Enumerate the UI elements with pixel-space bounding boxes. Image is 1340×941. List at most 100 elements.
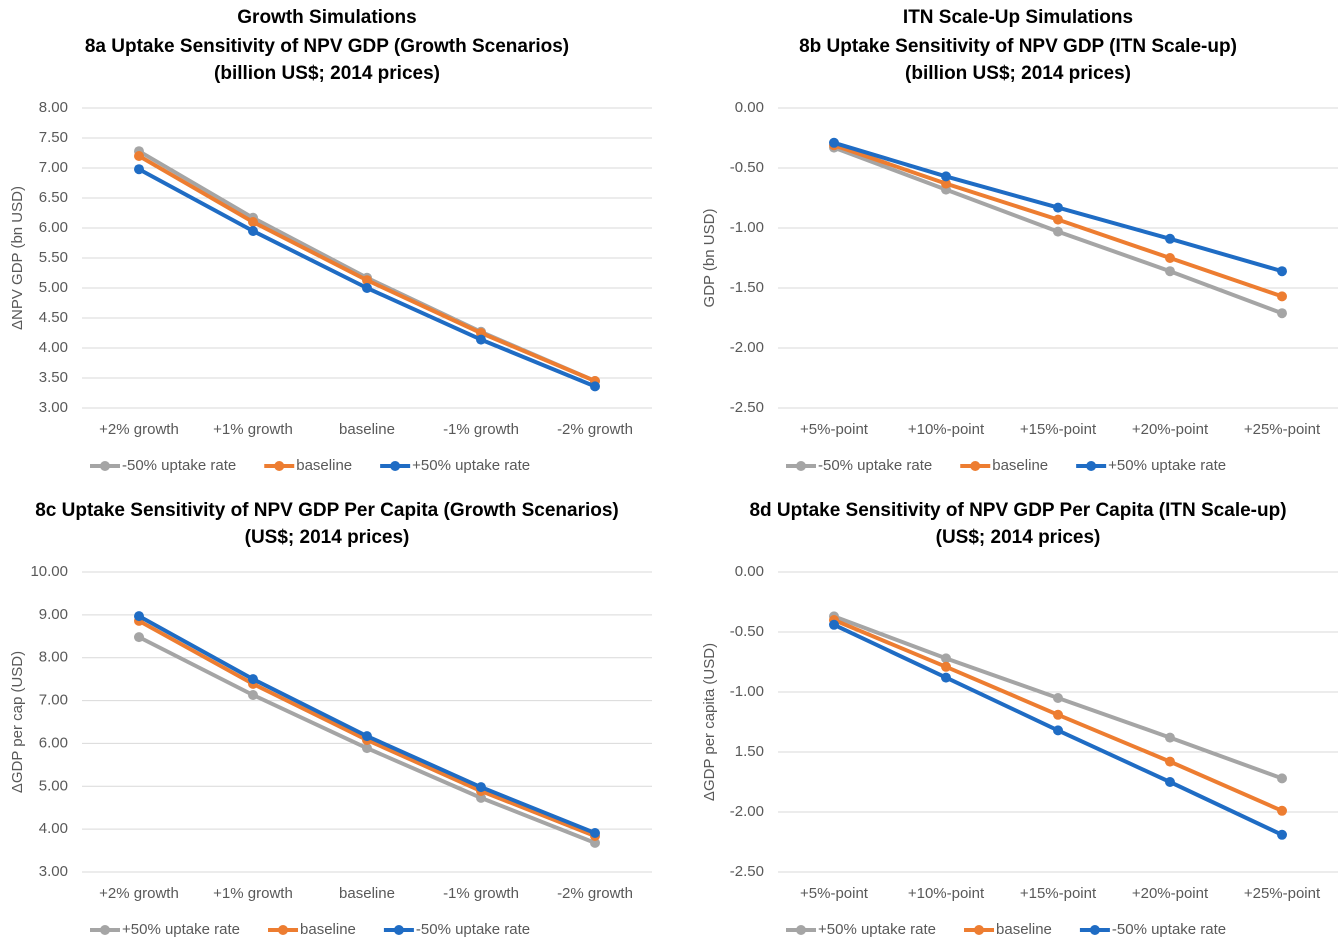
- data-point: [362, 731, 372, 742]
- y-tick-label: 9.00: [39, 606, 68, 623]
- data-point: [1277, 805, 1287, 816]
- y-tick-label: 5.00: [39, 279, 68, 296]
- data-point: [941, 672, 951, 683]
- x-tick-label: +2% growth: [99, 885, 179, 902]
- data-point: [1165, 233, 1175, 244]
- x-tick-label: +20%-point: [1132, 885, 1209, 902]
- x-tick-label: -1% growth: [443, 885, 519, 902]
- data-point: [590, 828, 600, 838]
- data-point: [829, 619, 839, 630]
- data-point: [362, 743, 372, 754]
- x-tick-label: +2% growth: [99, 421, 179, 438]
- data-point: [1053, 709, 1063, 720]
- y-tick-label: -0.50: [730, 159, 764, 176]
- legend-marker: [796, 461, 806, 471]
- x-tick-label: +25%-point: [1244, 885, 1321, 902]
- chart-title: (US$; 2014 prices): [245, 527, 410, 548]
- data-point: [1053, 202, 1063, 213]
- x-tick-label: +5%-point: [800, 885, 869, 902]
- y-tick-label: 1.50: [735, 743, 764, 760]
- y-tick-label: -2.00: [730, 339, 764, 356]
- y-tick-label: -1.50: [730, 279, 764, 296]
- y-tick-label: 8.00: [39, 649, 68, 666]
- data-point: [134, 151, 144, 161]
- y-tick-label: -0.50: [730, 623, 764, 640]
- data-point: [1165, 732, 1175, 743]
- chart-title: 8b Uptake Sensitivity of NPV GDP (ITN Sc…: [799, 36, 1237, 57]
- y-tick-label: -2.50: [730, 399, 764, 416]
- data-point: [1053, 725, 1063, 736]
- data-point: [1165, 756, 1175, 767]
- x-tick-label: +1% growth: [213, 421, 293, 438]
- legend-marker: [100, 925, 110, 935]
- legend-marker: [974, 925, 985, 935]
- y-axis-label: ΔNPV GDP (bn USD): [9, 186, 26, 330]
- x-tick-label: +25%-point: [1244, 421, 1321, 438]
- y-tick-label: 10.00: [30, 563, 68, 580]
- data-point: [941, 178, 951, 189]
- y-tick-label: 6.50: [39, 189, 68, 206]
- legend-marker: [1086, 461, 1097, 471]
- legend-marker: [100, 461, 110, 471]
- x-tick-label: -1% growth: [443, 421, 519, 438]
- y-tick-label: 4.50: [39, 309, 68, 326]
- series-line: [137, 149, 596, 383]
- legend-label: +50% uptake rate: [1108, 457, 1226, 474]
- y-tick-label: -2.50: [730, 863, 764, 880]
- legend-label: -50% uptake rate: [416, 921, 530, 938]
- data-point: [476, 334, 486, 345]
- y-tick-label: 0.00: [735, 563, 764, 580]
- data-point: [248, 226, 258, 236]
- x-tick-label: +1% growth: [213, 885, 293, 902]
- y-tick-label: 7.00: [39, 692, 68, 709]
- y-tick-label: -2.00: [730, 803, 764, 820]
- data-point: [941, 653, 951, 664]
- data-point: [1277, 829, 1287, 840]
- legend-label: baseline: [296, 457, 352, 474]
- legend-marker: [390, 461, 401, 471]
- x-tick-label: baseline: [339, 421, 395, 438]
- data-point: [941, 171, 951, 182]
- x-tick-label: +10%-point: [908, 421, 985, 438]
- data-point: [1053, 693, 1063, 703]
- data-point: [1165, 777, 1175, 787]
- y-tick-label: 5.00: [39, 777, 68, 794]
- chart-title: 8d Uptake Sensitivity of NPV GDP Per Cap…: [749, 500, 1286, 521]
- chart-title: 8a Uptake Sensitivity of NPV GDP (Growth…: [85, 36, 569, 57]
- data-point: [1165, 253, 1175, 263]
- chart-title: Growth Simulations: [237, 7, 416, 28]
- x-tick-label: +5%-point: [800, 421, 869, 438]
- y-tick-label: 8.00: [39, 99, 68, 116]
- y-tick-label: 7.50: [39, 129, 68, 146]
- data-point: [1053, 214, 1063, 225]
- series-line: [138, 614, 596, 835]
- y-tick-label: 3.00: [39, 399, 68, 416]
- legend-label: baseline: [996, 921, 1052, 938]
- legend-marker: [970, 461, 981, 471]
- x-tick-label: +10%-point: [908, 885, 985, 902]
- data-point: [941, 661, 951, 672]
- chart-title: 8c Uptake Sensitivity of NPV GDP Per Cap…: [35, 500, 619, 521]
- chart-title: ITN Scale-Up Simulations: [903, 7, 1133, 28]
- x-tick-label: +15%-point: [1020, 421, 1097, 438]
- chart-title: (billion US$; 2014 prices): [214, 63, 440, 84]
- legend-label: +50% uptake rate: [818, 921, 936, 938]
- legend-label: -50% uptake rate: [122, 457, 236, 474]
- y-tick-label: 7.00: [39, 159, 68, 176]
- x-tick-label: baseline: [339, 885, 395, 902]
- data-point: [1053, 226, 1063, 237]
- legend-label: -50% uptake rate: [1112, 921, 1226, 938]
- legend-label: baseline: [300, 921, 356, 938]
- x-tick-label: +15%-point: [1020, 885, 1097, 902]
- legend-marker: [1089, 925, 1100, 935]
- data-point: [134, 611, 144, 622]
- legend-marker: [796, 925, 806, 935]
- data-point: [248, 217, 258, 227]
- data-point: [134, 632, 144, 643]
- y-tick-label: -1.00: [730, 683, 764, 700]
- data-point: [1165, 266, 1175, 277]
- y-tick-label: 3.50: [39, 369, 68, 386]
- y-axis-label: GDP (bn USD): [701, 209, 718, 308]
- x-tick-label: +20%-point: [1132, 421, 1209, 438]
